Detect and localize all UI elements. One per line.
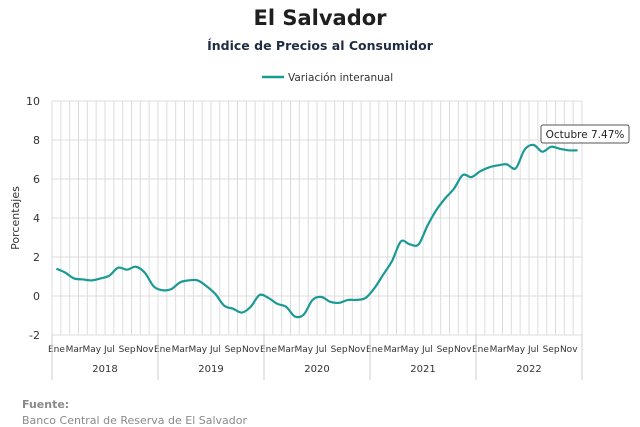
y-tick-label: 8: [33, 134, 40, 147]
source-label: Fuente:: [22, 398, 70, 411]
x-tick-label: Jul: [421, 345, 433, 355]
x-tick-label: Nov: [560, 345, 578, 355]
x-tick-label: Ene: [48, 345, 65, 355]
year-label: 2018: [92, 364, 117, 375]
chart-title: El Salvador: [253, 6, 387, 30]
y-axis-label: Porcentajes: [9, 186, 22, 250]
x-tick-label: May: [188, 345, 207, 355]
x-tick-label: Mar: [172, 345, 189, 355]
x-tick-label: Mar: [278, 345, 295, 355]
year-label: 2020: [304, 364, 329, 375]
legend-label: Variación interanual: [288, 72, 393, 84]
x-tick-label: Jul: [209, 345, 221, 355]
x-tick-label: Sep: [543, 345, 560, 355]
annotation-box: [540, 124, 630, 144]
x-tick-label: Mar: [490, 345, 507, 355]
x-tick-label: Sep: [225, 345, 242, 355]
x-tick-label: Mar: [384, 345, 401, 355]
year-label: 2019: [198, 364, 223, 375]
x-tick-label: Ene: [260, 345, 277, 355]
year-label: 2021: [410, 364, 435, 375]
y-tick-label: 10: [26, 95, 40, 108]
y-tick-label: 0: [33, 290, 40, 303]
x-tick-label: May: [294, 345, 313, 355]
x-tick-label: Nov: [454, 345, 472, 355]
x-tick-label: Jul: [103, 345, 115, 355]
x-tick-label: Nov: [136, 345, 154, 355]
series-line-variacion-interanual: [55, 143, 578, 319]
y-tick-label: 2: [33, 251, 40, 264]
source-text: Banco Central de Reserva de El Salvador: [22, 414, 248, 427]
x-tick-label: Sep: [119, 345, 136, 355]
annotation-label: Octubre 7.47%: [546, 129, 625, 141]
x-tick-label: Ene: [366, 345, 383, 355]
y-tick-label: 6: [33, 173, 40, 186]
y-tick-label: 4: [33, 212, 40, 225]
x-tick-label: Mar: [66, 345, 83, 355]
x-tick-label: May: [506, 345, 525, 355]
chart-subtitle: Índice de Precios al Consumidor: [207, 38, 433, 53]
x-tick-label: Ene: [154, 345, 171, 355]
x-tick-label: May: [400, 345, 419, 355]
x-tick-label: Nov: [348, 345, 366, 355]
x-tick-label: Jul: [527, 345, 539, 355]
x-tick-label: Nov: [242, 345, 260, 355]
x-tick-label: May: [82, 345, 101, 355]
year-label: 2022: [516, 364, 541, 375]
x-tick-label: Sep: [437, 345, 454, 355]
x-tick-label: Ene: [472, 345, 489, 355]
x-tick-label: Sep: [331, 345, 348, 355]
x-tick-label: Jul: [315, 345, 327, 355]
y-tick-label: -2: [29, 329, 40, 342]
